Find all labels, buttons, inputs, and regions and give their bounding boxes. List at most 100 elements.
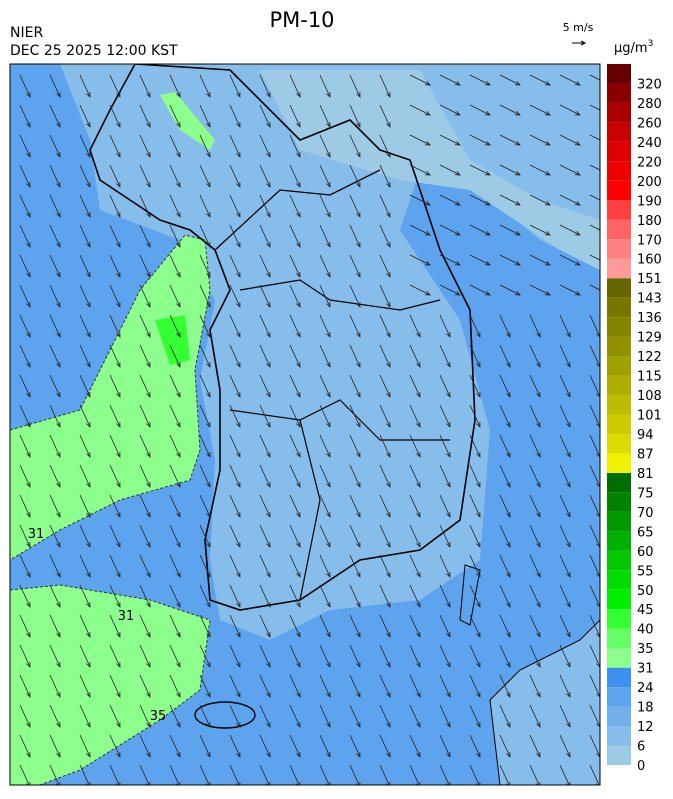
wind-arrow [169, 314, 181, 338]
wind-arrow [469, 494, 481, 518]
wind-arrow [319, 164, 331, 188]
wind-arrow [529, 314, 541, 338]
wind-arrow [319, 284, 331, 308]
wind-arrow [319, 734, 331, 758]
wind-arrow [229, 284, 241, 308]
wind-arrow [19, 734, 31, 758]
wind-arrow [139, 134, 151, 158]
wind-arrow [319, 374, 331, 398]
wind-arrow [529, 134, 551, 146]
wind-arrow [499, 494, 511, 518]
wind-arrow [439, 284, 461, 296]
colorbar-swatch [607, 570, 631, 590]
wind-arrow [469, 644, 481, 668]
colorbar-label: 55 [637, 564, 654, 579]
wind-arrow [529, 74, 551, 86]
wind-arrow [229, 104, 241, 128]
wind-arrow [229, 704, 241, 728]
unit-base: µg/m [614, 41, 648, 56]
wind-arrow [409, 464, 421, 488]
wind-arrow [49, 584, 61, 608]
wind-arrow [199, 584, 211, 608]
wind-arrow [259, 344, 271, 368]
wind-arrow [469, 374, 481, 398]
wind-arrow [109, 164, 121, 188]
wind-arrow [79, 644, 91, 668]
wind-arrow [49, 284, 61, 308]
wind-arrow [409, 434, 421, 458]
wind-arrow [349, 74, 361, 98]
wind-arrow [559, 494, 571, 518]
wind-arrow [379, 464, 391, 488]
wind-arrow [289, 224, 301, 248]
wind-arrow [139, 704, 151, 728]
wind-arrow [79, 614, 91, 638]
wind-arrow [349, 644, 361, 668]
wind-arrow [379, 344, 391, 368]
wind-arrow [289, 464, 301, 488]
wind-arrow [49, 404, 61, 428]
wind-arrow [289, 134, 301, 158]
wind-arrow [169, 704, 181, 728]
colorbar-label: 170 [637, 233, 662, 248]
colorbar-swatch [607, 141, 631, 162]
wind-arrow [319, 464, 331, 488]
wind-arrow [199, 524, 211, 548]
wind-arrow [289, 374, 301, 398]
wind-arrow [349, 434, 361, 458]
wind-arrow [529, 734, 541, 758]
wind-arrow [229, 314, 241, 338]
wind-arrow [439, 614, 451, 638]
wind-arrow [409, 74, 431, 86]
wind-arrow [409, 614, 421, 638]
wind-arrow [469, 524, 481, 548]
wind-arrow [19, 284, 31, 308]
wind-arrow [439, 434, 451, 458]
colorbar-label: 136 [637, 311, 662, 326]
wind-arrow [79, 704, 91, 728]
colorbar-swatch [607, 64, 631, 84]
colorbar-label: 129 [637, 331, 662, 346]
wind-arrow [439, 704, 451, 728]
wind-arrow [109, 644, 121, 668]
wind-arrow [439, 404, 451, 428]
wind-arrow [289, 74, 301, 98]
wind-arrow [319, 254, 331, 278]
wind-arrow [319, 134, 331, 158]
wind-arrow [409, 254, 431, 266]
wind-arrow [319, 614, 331, 638]
unit: µg/m3 [614, 39, 653, 56]
contour-label: 31 [118, 609, 135, 624]
wind-arrow [499, 134, 521, 146]
wind-arrow [49, 674, 61, 698]
wind-arrow [319, 224, 331, 248]
wind-arrow [349, 584, 361, 608]
colorbar-swatch [607, 180, 631, 201]
colorbar-label: 35 [637, 642, 654, 657]
colorbar-swatch [607, 492, 631, 512]
colorbar-swatch [607, 83, 631, 103]
wind-arrow [349, 704, 361, 728]
wind-arrow [409, 704, 421, 728]
wind-arrow [109, 524, 121, 548]
wind-arrow [169, 224, 181, 248]
wind-arrow [229, 584, 241, 608]
wind-arrow [289, 614, 301, 638]
wind-arrow [229, 164, 241, 188]
wind-arrow [349, 674, 361, 698]
wind-arrow [469, 164, 491, 176]
wind-arrow [349, 254, 361, 278]
wind-arrow [229, 524, 241, 548]
wind-arrow [289, 194, 301, 218]
wind-arrow [349, 524, 361, 548]
wind-arrow [289, 164, 301, 188]
wind-arrow [79, 464, 91, 488]
wind-arrow [559, 314, 571, 338]
wind-arrow [529, 164, 551, 176]
wind-arrow [49, 164, 61, 188]
wind-arrow [379, 524, 391, 548]
wind-arrow [349, 554, 361, 578]
wind-arrow [379, 314, 391, 338]
wind-arrow [139, 644, 151, 668]
wind-arrow [169, 374, 181, 398]
